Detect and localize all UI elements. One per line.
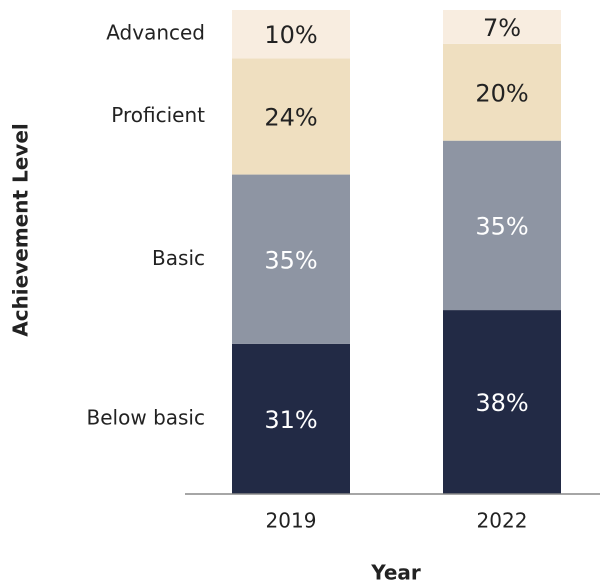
value-label: 35% <box>264 246 317 274</box>
value-label: 20% <box>475 79 528 107</box>
series-label: Advanced <box>106 21 205 45</box>
value-label: 24% <box>264 103 317 131</box>
bar-segment <box>232 174 350 344</box>
bar-segment <box>232 343 350 494</box>
x-axis-label: Year <box>370 561 421 585</box>
value-label: 31% <box>264 406 317 434</box>
bar-segment <box>443 10 561 44</box>
bar-segment <box>443 43 561 141</box>
series-label: Below basic <box>87 405 205 429</box>
bar-segment <box>443 310 561 494</box>
y-axis-label: Achievement Level <box>9 123 33 337</box>
series-label: Proficient <box>111 103 205 127</box>
bar-segment <box>443 140 561 311</box>
value-label: 10% <box>264 21 317 49</box>
x-tick-label: 2019 <box>266 509 317 533</box>
series-label: Basic <box>152 246 205 270</box>
value-label: 7% <box>483 14 521 42</box>
bar-segment <box>232 58 350 175</box>
bar-segment <box>232 10 350 59</box>
x-tick-label: 2022 <box>477 509 528 533</box>
value-label: 35% <box>475 212 528 240</box>
value-label: 38% <box>475 389 528 417</box>
